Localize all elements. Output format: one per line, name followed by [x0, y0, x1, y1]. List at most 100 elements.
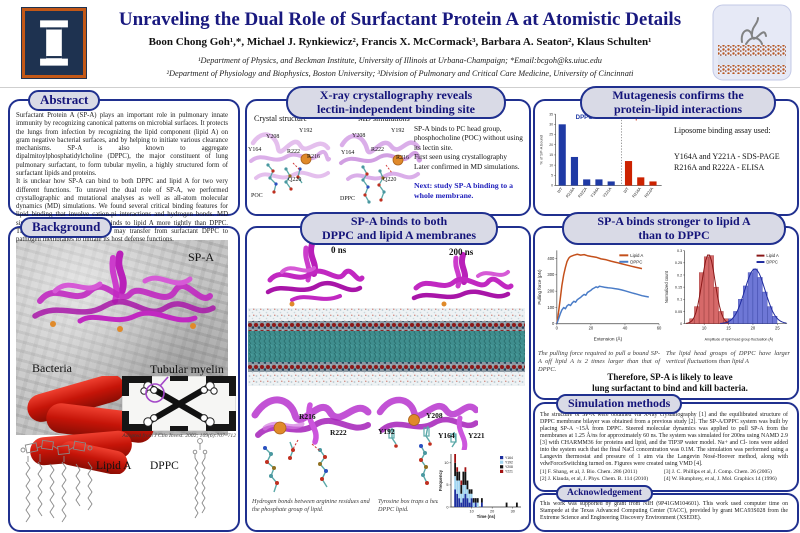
svg-text:WT: WT — [622, 186, 630, 194]
acknowledgement-body: This work was supported by grant from NI… — [540, 501, 788, 521]
poster-title: Unraveling the Dual Role of Surfactant P… — [118, 9, 682, 30]
svg-text:0: 0 — [680, 322, 682, 326]
xray-next-note: Next: study SP-A binding to a whole memb… — [414, 181, 513, 200]
residue-label: Q220 — [383, 177, 397, 183]
assay-note-2: Y164A and Y221A - SDS-PAGE — [674, 152, 780, 161]
svg-text:DPPC: DPPC — [766, 260, 777, 265]
svg-text:DPPC: DPPC — [630, 259, 642, 264]
svg-text:Extension (Å): Extension (Å) — [594, 336, 623, 343]
svg-text:Lipid A: Lipid A — [766, 253, 779, 258]
svg-text:5: 5 — [446, 483, 448, 487]
svg-text:0: 0 — [552, 321, 555, 326]
svg-text:Y164: Y164 — [505, 456, 513, 460]
residue-callout: R222 — [330, 428, 347, 437]
ligand-label: DPPC — [340, 196, 356, 202]
svg-text:20: 20 — [549, 143, 553, 147]
abstract-title: Abstract — [28, 90, 101, 111]
fluctuation-histogram-chart: 10 15 20 25 0 0.05 0.1 0.15 0.2 0.25 0.3 Lipid A DPP… — [664, 249, 788, 341]
assay-note-1: Liposome binding assay used: — [674, 126, 771, 135]
svg-text:R216A: R216A — [631, 186, 642, 199]
lipid-a-structure-image — [20, 439, 93, 523]
svg-text:0.05: 0.05 — [675, 310, 682, 314]
arginine-closeup-image — [251, 396, 372, 493]
myelin-citation: Adopted from J Clin Invest. 2002; 109(6)… — [122, 433, 236, 439]
conclusion-text: Therefore, SP-A is likely to leave lung … — [592, 372, 748, 394]
svg-text:Normalized count: Normalized count — [664, 270, 669, 303]
acknowledgement-title: Acknowledgement — [556, 485, 653, 502]
svg-text:Y221: Y221 — [505, 470, 513, 474]
svg-text:0: 0 — [556, 326, 559, 331]
mutagenesis-title: Mutagenesis confirms the protein-lipid i… — [580, 86, 776, 120]
xray-description: SP-A binds to PC head group, phosphochol… — [414, 124, 523, 171]
time-200ns-label: 200 ns — [449, 247, 474, 257]
arginine-caption: Hydrogen bonds between arginine residues… — [252, 498, 370, 513]
svg-text:R222A: R222A — [643, 186, 654, 199]
abstract-paragraph-2: It is unclear how SP-A can bind to both … — [16, 178, 228, 244]
svg-text:Time (ns): Time (ns) — [477, 514, 496, 519]
xray-title: X-ray crystallography reveals lectin-ind… — [286, 86, 506, 120]
svg-text:Lipid A: Lipid A — [630, 253, 643, 258]
assay-note-3: R216A and R222A - ELISA — [674, 163, 765, 172]
svg-text:60: 60 — [657, 326, 662, 331]
svg-text:0.3: 0.3 — [677, 249, 682, 253]
svg-text:0: 0 — [446, 505, 448, 509]
lipid-a-label: Lipid A — [96, 460, 132, 472]
residue-label: Y164 — [248, 147, 262, 153]
fluctuation-caption: The lipid head groups of DPPC have large… — [666, 350, 790, 365]
svg-text:300: 300 — [547, 272, 555, 277]
svg-text:DPPC: DPPC — [576, 114, 594, 121]
svg-text:% of SP-A bound: % of SP-A bound — [538, 135, 543, 164]
svg-text:0.15: 0.15 — [675, 286, 682, 290]
svg-text:15: 15 — [726, 325, 731, 330]
reference-2: [2] J. Klauda, et al, J. Phys. Chem. B. … — [540, 475, 649, 482]
tubular-myelin-image — [122, 376, 236, 431]
svg-text:10: 10 — [702, 325, 707, 330]
svg-text:Y221A: Y221A — [601, 186, 612, 199]
dppc-structure-image — [192, 438, 208, 519]
reference-1: [1] F. Shang, et al, J. Bio. Chem. 286 (… — [540, 469, 638, 475]
svg-text:20: 20 — [751, 325, 756, 330]
tyrosine-caption: Tyrosine box traps a headgroup of DPPC l… — [378, 498, 463, 513]
svg-text:25: 25 — [775, 325, 780, 330]
svg-text:100: 100 — [547, 305, 555, 310]
svg-text:0.2: 0.2 — [677, 273, 682, 277]
residue-callout: Y208 — [426, 411, 443, 420]
residue-callout: Y164 — [438, 431, 455, 440]
svg-text:30: 30 — [549, 123, 553, 127]
residue-label: Y164 — [341, 150, 355, 156]
crystal-structure-label: Crystal structure — [254, 114, 308, 123]
residue-label: Y208 — [352, 133, 366, 139]
residue-callout: Y221 — [468, 431, 485, 440]
time-0ns-label: 0 ns — [331, 245, 347, 255]
svg-text:Y164A: Y164A — [589, 186, 600, 199]
svg-text:WT: WT — [556, 186, 564, 194]
ligand-label: POC — [251, 193, 263, 199]
svg-text:R216A: R216A — [565, 186, 576, 199]
svg-text:5: 5 — [551, 174, 553, 178]
svg-text:0.1: 0.1 — [677, 298, 682, 302]
background-title: Background — [20, 217, 113, 238]
svg-text:20: 20 — [490, 510, 494, 514]
simulation-box-image — [712, 4, 792, 82]
membrane-title: SP-A binds to both DPPC and lipid A memb… — [300, 212, 498, 246]
abstract-paragraph-1: Surfactant Protein A (SP-A) plays an imp… — [16, 112, 228, 177]
svg-text:35: 35 — [549, 112, 553, 116]
svg-text:10: 10 — [444, 461, 448, 465]
residue-label: Y192 — [299, 128, 313, 134]
md-simulation-image — [339, 133, 422, 204]
abstract-text: Surfactant Protein A (SP-A) plays an imp… — [16, 112, 228, 245]
dppc-label: DPPC — [150, 460, 179, 472]
svg-text:15: 15 — [549, 153, 553, 157]
residue-label: Y208 — [266, 134, 280, 140]
university-logo — [21, 7, 87, 79]
poster-authors: Boon Chong Goh¹,*, Michael J. Rynkiewicz… — [148, 36, 652, 48]
svg-text:0: 0 — [551, 184, 553, 188]
pulling-caption: The pulling force required to pull a bou… — [538, 350, 660, 373]
svg-text:10: 10 — [549, 163, 553, 167]
svg-text:25: 25 — [549, 133, 553, 137]
svg-text:R222A: R222A — [577, 186, 588, 199]
sp-a-protein-image — [32, 250, 216, 332]
